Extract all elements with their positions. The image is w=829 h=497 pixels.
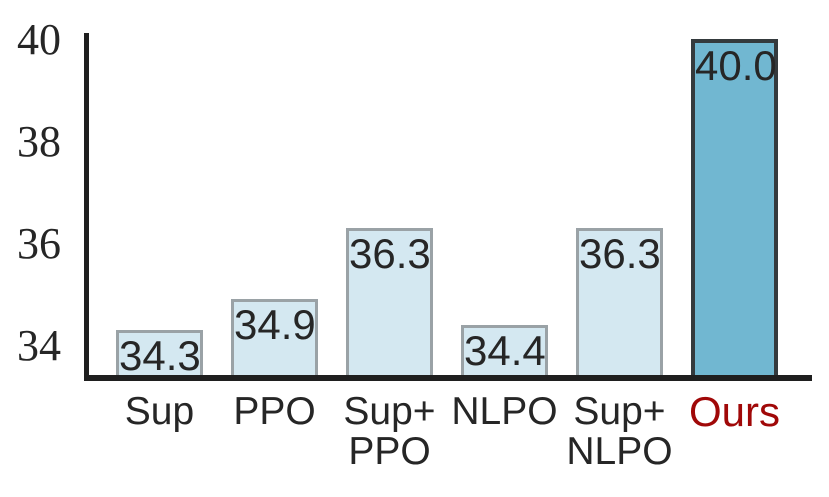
x-label-nlpo: NLPO bbox=[405, 392, 605, 432]
y-tick-label-34: 34 bbox=[17, 321, 61, 371]
x-label-sup-ppo: Sup+ PPO bbox=[290, 392, 490, 472]
x-label-ppo: PPO bbox=[175, 392, 375, 432]
x-label-sup-nlpo: Sup+ NLPO bbox=[520, 392, 720, 472]
bar-nlpo: 34.4 bbox=[461, 325, 548, 375]
bar-ours: 40.0 bbox=[691, 39, 778, 375]
y-tick-label-38: 38 bbox=[17, 117, 61, 167]
bar-value-label: 40.0 bbox=[695, 42, 777, 89]
x-axis-spine bbox=[84, 375, 812, 381]
x-label-line: Sup+ bbox=[343, 390, 436, 433]
bar-sup-nlpo: 36.3 bbox=[576, 228, 663, 375]
x-label-line: NLPO bbox=[566, 430, 673, 473]
x-label-line: Ours bbox=[688, 388, 780, 435]
x-label-ours: Ours bbox=[635, 388, 829, 435]
bar-value-label: 36.3 bbox=[579, 230, 661, 277]
bar-value-label: 34.9 bbox=[234, 301, 316, 348]
x-label-line: NLPO bbox=[451, 390, 558, 433]
y-axis-spine bbox=[84, 33, 89, 380]
x-label-sup: Sup bbox=[60, 392, 260, 432]
bar-value-label: 36.3 bbox=[349, 230, 431, 277]
bar-value-label: 34.3 bbox=[119, 332, 201, 379]
y-tick-label-40: 40 bbox=[17, 15, 61, 65]
bar-ppo: 34.9 bbox=[231, 299, 318, 375]
bar-value-label: 34.4 bbox=[464, 327, 546, 374]
x-label-line: Sup+ bbox=[573, 390, 666, 433]
x-label-line: PPO bbox=[348, 430, 431, 473]
x-label-line: Sup bbox=[124, 390, 195, 433]
x-label-line: PPO bbox=[233, 390, 316, 433]
bar-sup-ppo: 36.3 bbox=[346, 228, 433, 375]
bar-sup: 34.3 bbox=[116, 330, 203, 379]
y-tick-label-36: 36 bbox=[17, 219, 61, 269]
